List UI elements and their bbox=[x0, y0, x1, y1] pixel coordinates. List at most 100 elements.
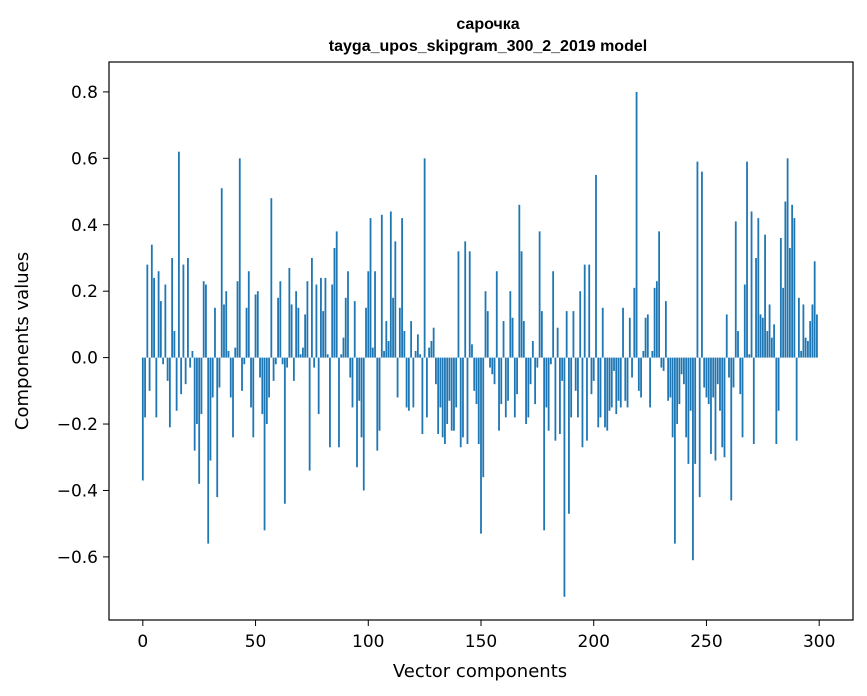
y-tick-label: −0.2 bbox=[57, 415, 98, 435]
bar bbox=[751, 211, 753, 357]
bar bbox=[390, 211, 392, 357]
bar bbox=[812, 304, 814, 357]
bar bbox=[665, 301, 667, 357]
bar bbox=[367, 271, 369, 357]
bar bbox=[338, 358, 340, 448]
bar bbox=[760, 314, 762, 357]
bar bbox=[467, 358, 469, 444]
bar bbox=[408, 358, 410, 411]
y-tick-label: −0.4 bbox=[57, 481, 98, 501]
bar bbox=[642, 351, 644, 358]
bar bbox=[764, 235, 766, 358]
bar bbox=[318, 358, 320, 414]
bar bbox=[399, 308, 401, 358]
bar bbox=[320, 278, 322, 358]
bar bbox=[503, 321, 505, 358]
bar bbox=[309, 358, 311, 471]
bar bbox=[381, 215, 383, 358]
bar-series bbox=[142, 92, 818, 597]
bar bbox=[178, 152, 180, 358]
bar bbox=[568, 358, 570, 514]
bar bbox=[807, 341, 809, 358]
bar bbox=[780, 238, 782, 358]
bar bbox=[153, 278, 155, 358]
bar bbox=[412, 358, 414, 408]
bar bbox=[582, 358, 584, 448]
bar bbox=[784, 202, 786, 358]
bar bbox=[252, 358, 254, 438]
y-tick-label: 0.0 bbox=[71, 349, 98, 369]
bar bbox=[322, 311, 324, 358]
bar bbox=[721, 358, 723, 448]
bar bbox=[494, 358, 496, 385]
bar bbox=[354, 301, 356, 357]
bar bbox=[809, 321, 811, 358]
bar bbox=[187, 258, 189, 358]
bar bbox=[142, 358, 144, 481]
bar bbox=[658, 231, 660, 357]
bar bbox=[717, 358, 719, 385]
bar bbox=[379, 358, 381, 431]
bar bbox=[146, 265, 148, 358]
bar bbox=[307, 281, 309, 357]
bar bbox=[636, 92, 638, 358]
bar bbox=[600, 358, 602, 418]
bar bbox=[372, 348, 374, 358]
bar bbox=[473, 358, 475, 391]
bar bbox=[496, 271, 498, 357]
bar bbox=[681, 358, 683, 375]
bar bbox=[173, 331, 175, 358]
bar bbox=[428, 348, 430, 358]
bar bbox=[392, 298, 394, 358]
bar bbox=[552, 271, 554, 357]
bar bbox=[358, 358, 360, 401]
bar bbox=[712, 358, 714, 398]
bar bbox=[507, 358, 509, 401]
bar bbox=[730, 358, 732, 501]
bar bbox=[627, 358, 629, 408]
bar bbox=[437, 358, 439, 434]
bar bbox=[421, 358, 423, 434]
bar bbox=[796, 358, 798, 441]
bar bbox=[672, 358, 674, 438]
bar bbox=[638, 358, 640, 391]
bar bbox=[591, 358, 593, 395]
bar bbox=[250, 358, 252, 408]
bar bbox=[597, 358, 599, 428]
bar bbox=[527, 358, 529, 418]
bar bbox=[444, 358, 446, 444]
bar bbox=[516, 358, 518, 395]
bar bbox=[742, 358, 744, 438]
bar bbox=[394, 241, 396, 357]
bar bbox=[550, 358, 552, 365]
bar bbox=[669, 358, 671, 398]
bar bbox=[458, 251, 460, 357]
bar bbox=[223, 304, 225, 357]
bar bbox=[261, 358, 263, 414]
bar bbox=[660, 358, 662, 368]
bar bbox=[728, 358, 730, 378]
bar bbox=[464, 241, 466, 357]
bar bbox=[230, 358, 232, 398]
bar bbox=[609, 358, 611, 411]
bar bbox=[766, 331, 768, 358]
bar bbox=[573, 311, 575, 358]
bar bbox=[778, 358, 780, 411]
bar bbox=[793, 218, 795, 357]
bar bbox=[523, 321, 525, 358]
bar bbox=[419, 354, 421, 357]
bar bbox=[762, 318, 764, 358]
bar bbox=[426, 358, 428, 418]
bar bbox=[257, 291, 259, 357]
bar bbox=[243, 358, 245, 365]
bar bbox=[442, 358, 444, 438]
bar bbox=[189, 358, 191, 368]
bar bbox=[237, 281, 239, 357]
bar bbox=[739, 358, 741, 395]
y-tick-label: 0.6 bbox=[71, 149, 98, 169]
bar bbox=[279, 281, 281, 357]
bar bbox=[478, 358, 480, 444]
bar bbox=[151, 245, 153, 358]
bar bbox=[295, 291, 297, 357]
